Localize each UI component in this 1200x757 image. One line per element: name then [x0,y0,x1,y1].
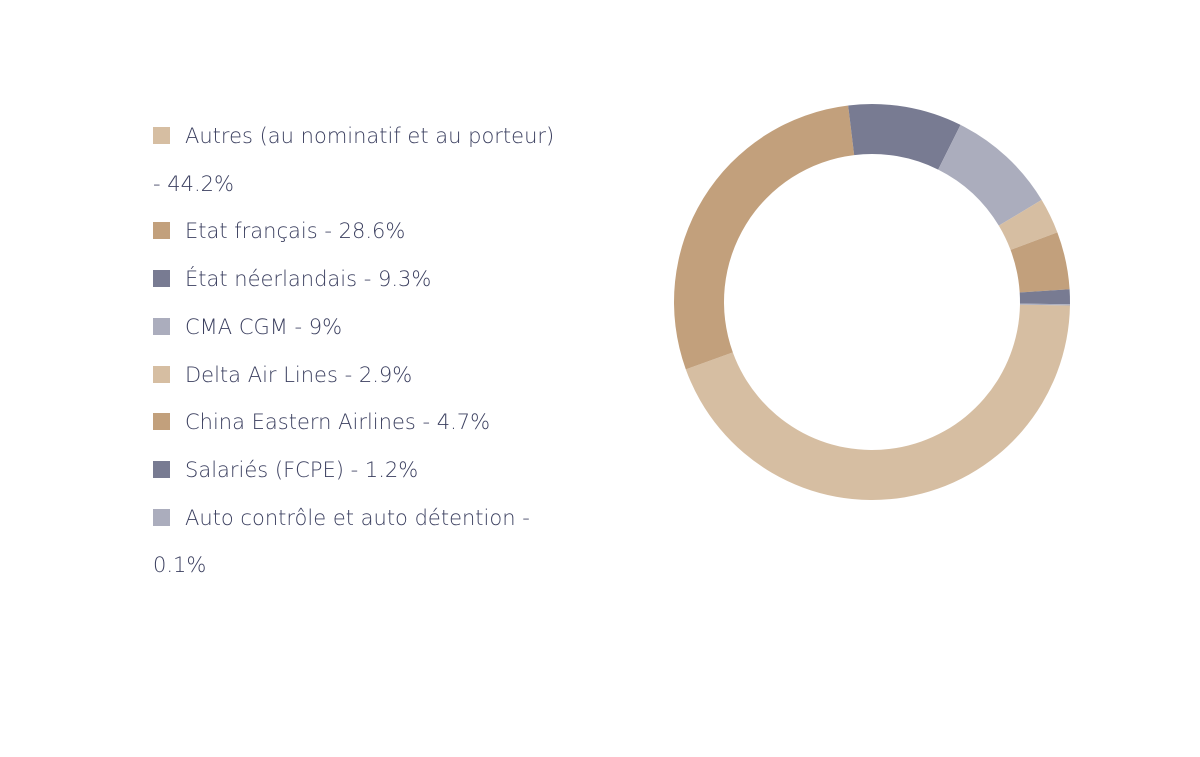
legend-item: Salariés (FCPE) - 1.2% [153,447,563,495]
legend-swatch [153,508,170,526]
legend-label: Etat français - 28.6% [185,219,406,244]
donut-segment [1019,289,1070,305]
legend-swatch [153,222,170,240]
legend-label: China Eastern Airlines - 4.7% [185,410,491,435]
legend-item: Etat français - 28.6% [153,208,563,256]
donut-segment [848,104,961,170]
legend-swatch [153,413,170,431]
legend-label: Salariés (FCPE) - 1.2% [185,457,419,482]
legend-label: Delta Air Lines - 2.9% [185,362,413,387]
legend-label: État néerlandais - 9.3% [185,267,432,292]
donut-segment [1010,232,1070,293]
legend-swatch [153,365,170,383]
legend-label: Autres (au nominatif et au porteur) - 44… [153,124,555,196]
legend-label: Auto contrôle et auto détention - 0.1% [153,505,530,578]
donut-segment [1019,303,1070,306]
donut-segment [998,199,1058,250]
legend-item: China Eastern Airlines - 4.7% [153,399,563,447]
donut-segment [685,304,1070,501]
legend-item: Auto contrôle et auto détention - 0.1% [153,495,563,590]
legend: Autres (au nominatif et au porteur) - 44… [153,113,563,590]
legend-item: CMA CGM - 9% [153,304,563,352]
legend-swatch [153,317,170,335]
legend-swatch [153,127,170,144]
donut-segment [674,105,855,370]
legend-label: CMA CGM - 9% [185,314,343,339]
legend-swatch [153,460,170,478]
legend-swatch [153,270,170,288]
legend-item: Autres (au nominatif et au porteur) - 44… [153,113,563,208]
legend-item: Delta Air Lines - 2.9% [153,352,563,400]
donut-segment [938,124,1042,226]
legend-item: État néerlandais - 9.3% [153,256,563,304]
